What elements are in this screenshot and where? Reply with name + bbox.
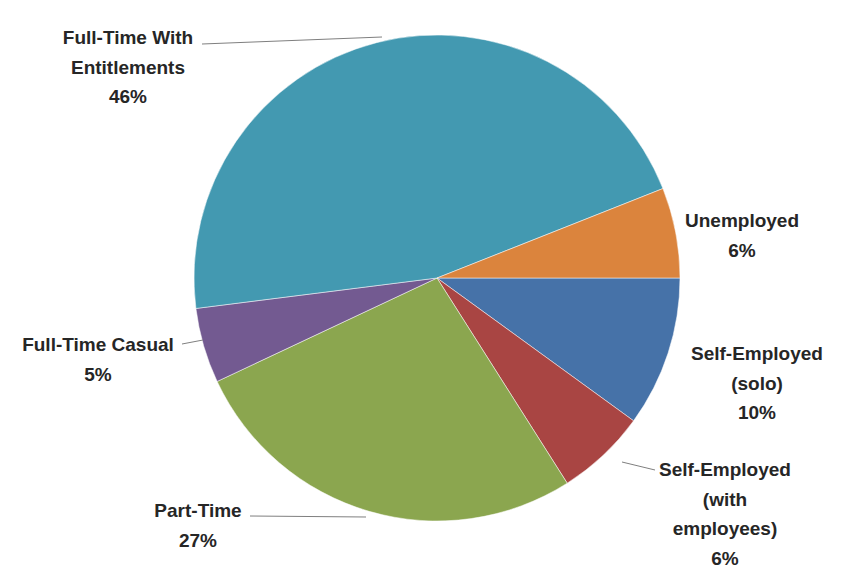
slice-label: Part-Time — [154, 500, 241, 521]
value-label: 5% — [84, 364, 112, 385]
slice-label: Full-Time WithEntitlements — [63, 27, 193, 78]
value-label: 46% — [109, 86, 147, 107]
background — [0, 0, 862, 575]
leader-line — [250, 516, 366, 517]
slice-label: Unemployed — [685, 210, 799, 231]
slice-label: Full-Time Casual — [22, 334, 174, 355]
value-label: 6% — [728, 240, 756, 261]
slice-label: Self-Employed(solo) — [691, 343, 823, 394]
value-label: 6% — [711, 548, 739, 569]
value-label: 10% — [738, 402, 776, 423]
pie-slice — [437, 189, 680, 278]
labels: Self-Employed(solo) 10% Self-Employed(with… — [22, 27, 823, 569]
leader-line — [622, 462, 655, 470]
chart-container: Self-Employed(solo) 10% Self-Employed(with… — [0, 0, 862, 575]
value-label: 27% — [179, 530, 217, 551]
leader-line — [182, 340, 203, 344]
pie-chart: Self-Employed(solo) 10% Self-Employed(with… — [0, 0, 862, 575]
slice-label: Self-Employed(withemployees) — [659, 459, 791, 539]
leader-lines — [182, 37, 655, 517]
slices — [194, 35, 680, 521]
leader-line — [202, 37, 382, 44]
